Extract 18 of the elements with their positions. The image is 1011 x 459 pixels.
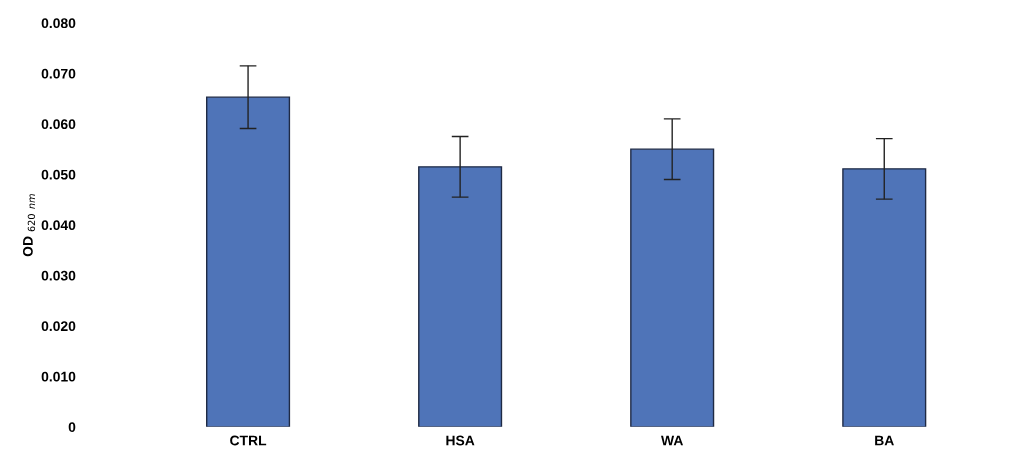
x-tick-label: BA — [875, 435, 894, 446]
x-tick-label: HSA — [446, 435, 475, 446]
y-tick-label: 0.020 — [41, 321, 76, 332]
y-tick-label: 0 — [68, 422, 76, 433]
x-tick-label: CTRL — [230, 435, 267, 446]
y-tick-label: 0.010 — [41, 371, 76, 382]
y-tick-label: 0.070 — [41, 68, 76, 79]
y-tick-label: 0.080 — [41, 18, 76, 29]
y-tick-label: 0.060 — [41, 119, 76, 130]
y-tick-label: 0.030 — [41, 270, 76, 281]
bar — [842, 168, 927, 427]
y-tick-label: 0.050 — [41, 169, 76, 180]
y-tick-label: 0.040 — [41, 220, 76, 231]
y-axis-title: OD $_{620 nm}$ — [22, 194, 36, 257]
x-tick-label: WA — [661, 435, 684, 446]
bar — [630, 148, 715, 427]
bar — [206, 96, 291, 427]
bar — [418, 166, 503, 427]
